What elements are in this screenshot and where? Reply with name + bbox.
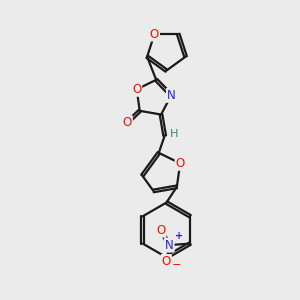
Text: O: O bbox=[156, 224, 166, 237]
Text: O: O bbox=[150, 28, 159, 40]
Text: N: N bbox=[167, 89, 176, 102]
Text: O: O bbox=[123, 116, 132, 129]
Text: −: − bbox=[172, 260, 182, 270]
Text: N: N bbox=[165, 238, 174, 252]
Text: O: O bbox=[176, 157, 185, 170]
Text: O: O bbox=[132, 83, 141, 96]
Text: O: O bbox=[162, 255, 171, 268]
Text: H: H bbox=[170, 129, 178, 140]
Text: +: + bbox=[175, 230, 183, 241]
